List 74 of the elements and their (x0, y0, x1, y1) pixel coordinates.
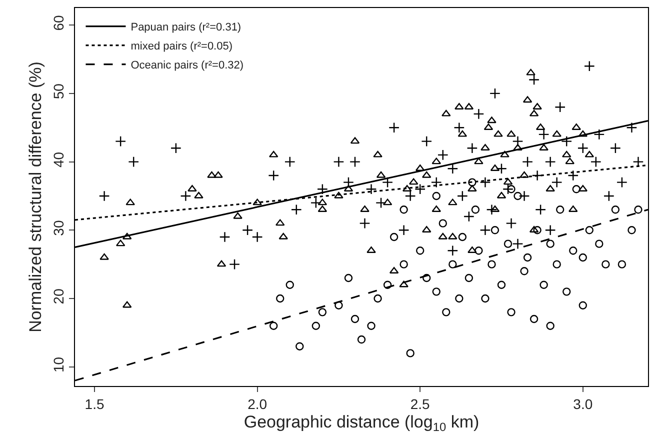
point (270, 322, 278, 330)
point (318, 308, 327, 316)
point (578, 301, 587, 310)
point (585, 226, 594, 234)
legend-label: Papuan pairs (r²=0.31) (130, 22, 242, 34)
point (448, 260, 457, 268)
point (546, 240, 554, 248)
point (422, 274, 431, 282)
point (488, 260, 496, 268)
point (468, 178, 476, 186)
x-tick-label: 2.0 (248, 396, 268, 412)
point (530, 314, 538, 324)
point (471, 206, 480, 214)
point (578, 253, 587, 262)
point (367, 322, 376, 330)
point (464, 274, 474, 282)
x-tick-label: 1.5 (84, 396, 104, 412)
y-tick-label: 50 (50, 83, 66, 100)
point (344, 274, 353, 282)
y-tick-label: 40 (50, 152, 66, 168)
point (520, 267, 528, 276)
point (514, 192, 522, 200)
point (540, 280, 548, 289)
point (442, 308, 450, 316)
point (572, 185, 580, 194)
point (357, 335, 366, 344)
point (474, 246, 483, 255)
point (569, 246, 578, 255)
x-axis-title: Geographic distance (log$_{10}$ km) (244, 412, 480, 434)
point (374, 294, 382, 303)
y-tick-label: 60 (50, 14, 66, 31)
point (595, 240, 604, 248)
point (296, 342, 304, 350)
x-tick-label: 3.0 (573, 396, 593, 412)
point (504, 240, 512, 248)
y-tick-label: 30 (50, 220, 66, 236)
point (546, 322, 554, 330)
point (334, 301, 343, 310)
y-axis-title: Normalized structural difference (%) (26, 62, 45, 332)
point (497, 280, 506, 289)
point (562, 288, 571, 296)
y-tick-label: 20 (50, 288, 66, 304)
point (507, 185, 516, 194)
point (455, 294, 464, 303)
point (507, 308, 516, 316)
legend-label: Oceanic pairs (r²=0.32) (130, 60, 244, 72)
point (611, 206, 620, 214)
point (432, 288, 440, 296)
point (618, 260, 626, 268)
point (523, 253, 532, 262)
point (432, 192, 440, 200)
point (634, 206, 642, 214)
point (406, 349, 414, 358)
point (383, 280, 392, 289)
point (490, 226, 500, 234)
point (602, 260, 610, 268)
point (276, 294, 284, 303)
point (390, 232, 398, 242)
y-tick-label: 10 (50, 356, 66, 373)
point (286, 280, 294, 289)
point (350, 314, 360, 324)
point (416, 246, 424, 255)
point (458, 232, 467, 242)
point (438, 219, 447, 228)
point (312, 322, 320, 330)
legend-label: mixed pairs (r²=0.05) (130, 40, 233, 53)
point (552, 260, 561, 268)
point (400, 260, 408, 268)
x-tick-label: 2.5 (410, 396, 430, 412)
point (556, 206, 564, 214)
point (533, 226, 542, 234)
point (628, 226, 636, 234)
point (481, 294, 490, 303)
point (400, 206, 408, 214)
